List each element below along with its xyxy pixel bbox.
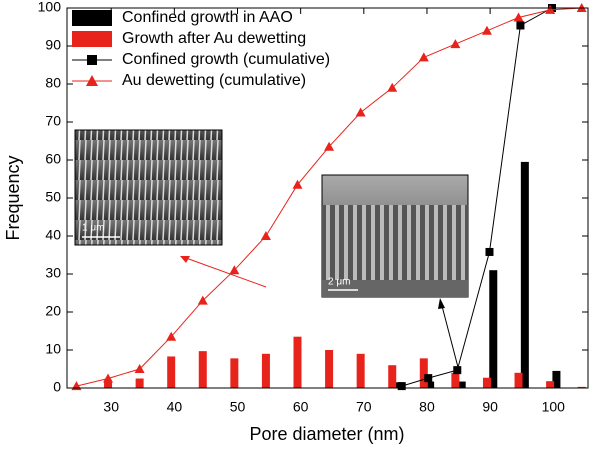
bar	[167, 356, 176, 388]
y-tick-label: 50	[45, 189, 61, 205]
y-tick-label: 20	[45, 303, 61, 319]
bar	[325, 350, 334, 388]
bar	[514, 372, 523, 388]
x-tick-label: 100	[542, 399, 566, 415]
bar	[135, 378, 144, 388]
bar	[230, 358, 239, 388]
line	[401, 7, 553, 387]
y-tick-label: 10	[45, 341, 61, 357]
marker	[481, 25, 492, 35]
bar	[546, 381, 555, 388]
marker	[134, 364, 145, 373]
marker	[166, 331, 177, 341]
marker	[324, 141, 335, 151]
plot-frame	[66, 7, 589, 389]
legend-swatch	[72, 31, 112, 47]
inset-1: 1 μm	[74, 129, 223, 246]
scale-label: 1 μm	[82, 223, 104, 234]
x-tick-label: 70	[356, 399, 372, 415]
marker	[387, 82, 398, 92]
bar	[419, 358, 428, 388]
legend-label: Confined growth (cumulative)	[122, 51, 330, 68]
bar	[104, 380, 113, 388]
marker	[197, 295, 208, 305]
marker	[418, 52, 429, 62]
legend-label: Confined growth in AAO	[122, 9, 293, 26]
y-tick-label: 60	[45, 151, 61, 167]
y-tick-label: 100	[38, 0, 62, 15]
bar	[356, 353, 365, 388]
marker	[292, 179, 303, 189]
x-tick-label: 80	[419, 399, 435, 415]
scale-label: 2 μm	[328, 277, 350, 288]
marker	[450, 39, 461, 49]
marker	[453, 366, 462, 375]
x-tick-label: 50	[230, 399, 246, 415]
bar	[293, 336, 302, 388]
marker	[424, 374, 433, 383]
marker	[485, 247, 494, 256]
y-tick-label: 70	[45, 113, 61, 129]
bar	[552, 370, 561, 388]
marker	[355, 107, 366, 117]
bar	[489, 270, 498, 388]
bar	[261, 353, 270, 388]
bar	[482, 377, 491, 388]
marker	[397, 382, 406, 391]
y-tick-label: 40	[45, 227, 61, 243]
arrows	[180, 256, 460, 372]
inset-2: 2 μm	[321, 174, 469, 298]
marker	[545, 4, 556, 14]
x-tick-label: 90	[482, 399, 498, 415]
y-tick-label: 30	[45, 265, 61, 281]
legend-swatch	[86, 75, 98, 86]
x-tick-label: 30	[103, 399, 119, 415]
bar	[388, 365, 397, 388]
bar	[457, 381, 466, 388]
y-axis-label: Frequency	[3, 155, 23, 240]
bar	[451, 372, 460, 388]
x-tick-label: 60	[293, 399, 309, 415]
marker	[513, 12, 524, 22]
legend-label: Growth after Au dewetting	[122, 30, 306, 47]
x-axis-label: Pore diameter (nm)	[249, 424, 404, 444]
y-tick-label: 90	[45, 37, 61, 53]
x-tick-label: 40	[167, 399, 183, 415]
marker	[260, 231, 271, 240]
bar	[426, 381, 435, 388]
bar	[198, 351, 207, 388]
legend-swatch	[72, 10, 112, 26]
bar	[520, 161, 529, 388]
marker	[103, 373, 114, 383]
bar	[577, 386, 586, 388]
legend-label: Au dewetting (cumulative)	[122, 72, 306, 89]
marker	[516, 21, 525, 30]
y-tick-label: 0	[53, 379, 61, 395]
y-tick-label: 80	[45, 75, 61, 91]
legend-swatch	[87, 55, 97, 65]
marker	[229, 265, 240, 275]
